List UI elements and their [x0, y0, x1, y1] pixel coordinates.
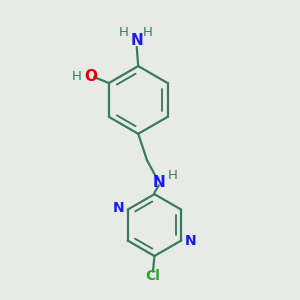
Text: O: O	[85, 69, 98, 84]
Text: Cl: Cl	[146, 269, 160, 283]
Text: N: N	[130, 33, 143, 48]
Text: N: N	[185, 234, 197, 248]
Text: N: N	[112, 201, 124, 215]
Text: H: H	[143, 26, 153, 39]
Text: H: H	[72, 70, 81, 83]
Text: H: H	[168, 169, 178, 182]
Text: H: H	[118, 26, 128, 39]
Text: N: N	[152, 175, 165, 190]
